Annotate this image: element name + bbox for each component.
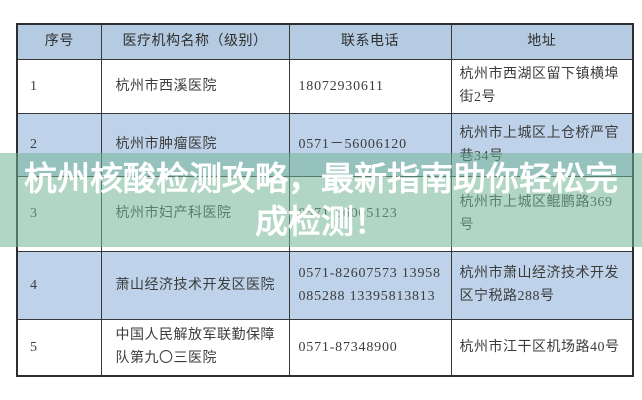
cell-serial: 5 bbox=[16, 318, 102, 377]
cell-name: 杭州市西溪医院 bbox=[100, 58, 290, 114]
cell-phone: 18072930611 bbox=[288, 58, 452, 114]
headline-banner-overlay: 杭州核酸检测攻略，最新指南助你轻松完成检测！ bbox=[0, 153, 642, 247]
table-row: 1 杭州市西溪医院 18072930611 杭州市西湖区留下镇横埠街2号 bbox=[16, 58, 634, 114]
header-cell-phone: 联系电话 bbox=[288, 23, 452, 60]
cell-phone: 0571-82607573 13958085288 13395813813 bbox=[288, 250, 452, 320]
cell-name: 中国人民解放军联勤保障队第九〇三医院 bbox=[100, 318, 290, 377]
cell-address: 杭州市江干区机场路40号 bbox=[450, 318, 634, 377]
table-row: 5 中国人民解放军联勤保障队第九〇三医院 0571-87348900 杭州市江干… bbox=[16, 318, 634, 377]
header-cell-serial: 序号 bbox=[16, 23, 102, 60]
cell-name: 萧山经济技术开发区医院 bbox=[100, 250, 290, 320]
header-cell-address: 地址 bbox=[450, 23, 634, 60]
table-header-row: 序号 医疗机构名称（级别） 联系电话 地址 bbox=[16, 23, 634, 60]
cell-address: 杭州市西湖区留下镇横埠街2号 bbox=[450, 58, 634, 114]
cell-address: 杭州市萧山经济技术开发区宁税路288号 bbox=[450, 250, 634, 320]
header-cell-name: 医疗机构名称（级别） bbox=[100, 23, 290, 60]
cell-serial: 1 bbox=[16, 58, 102, 114]
cell-serial: 4 bbox=[16, 250, 102, 320]
headline-text: 杭州核酸检测攻略，最新指南助你轻松完成检测！ bbox=[24, 160, 618, 240]
table-row: 4 萧山经济技术开发区医院 0571-82607573 13958085288 … bbox=[16, 250, 634, 320]
cell-phone: 0571-87348900 bbox=[288, 318, 452, 377]
